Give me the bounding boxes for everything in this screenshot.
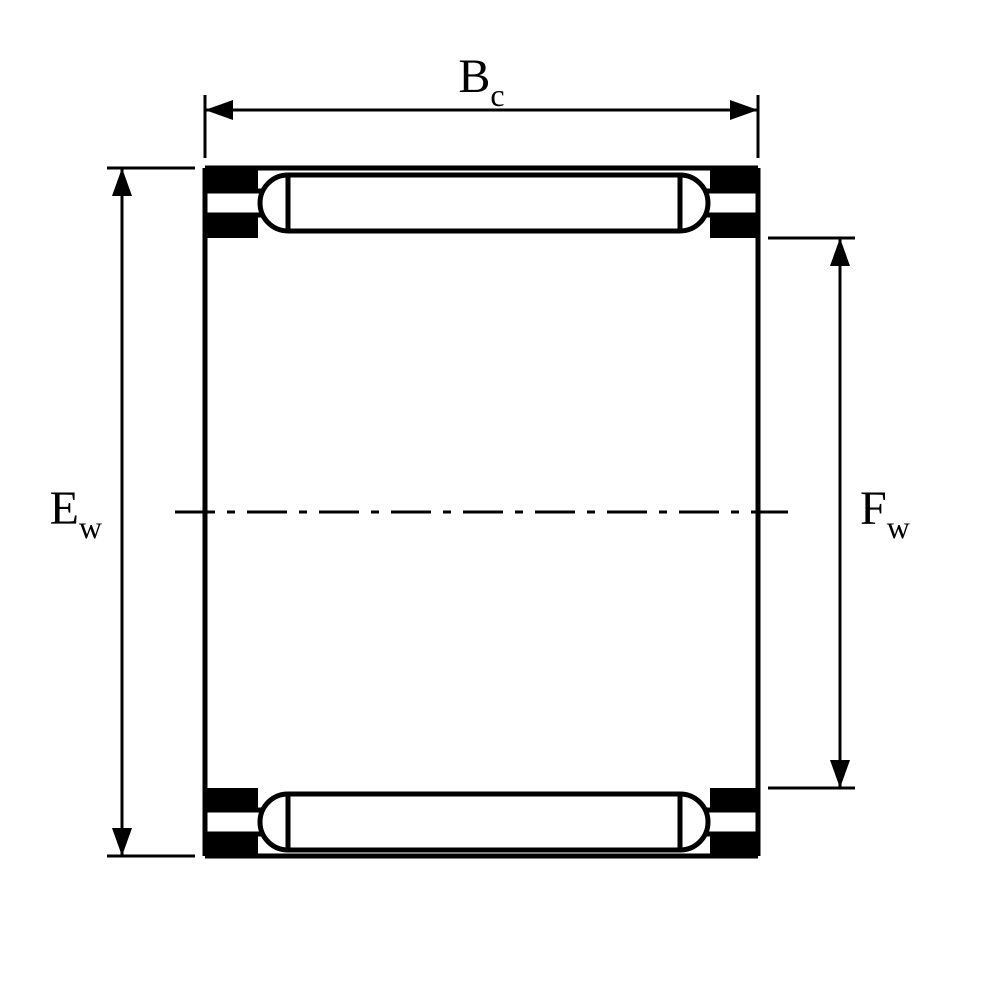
dim-ew-label: Ew (50, 482, 102, 545)
bearing-cross-section-diagram: Bc Ew Fw (0, 0, 1000, 1000)
dim-fw-label: Fw (860, 482, 910, 545)
dim-bc-label: Bc (458, 50, 504, 113)
